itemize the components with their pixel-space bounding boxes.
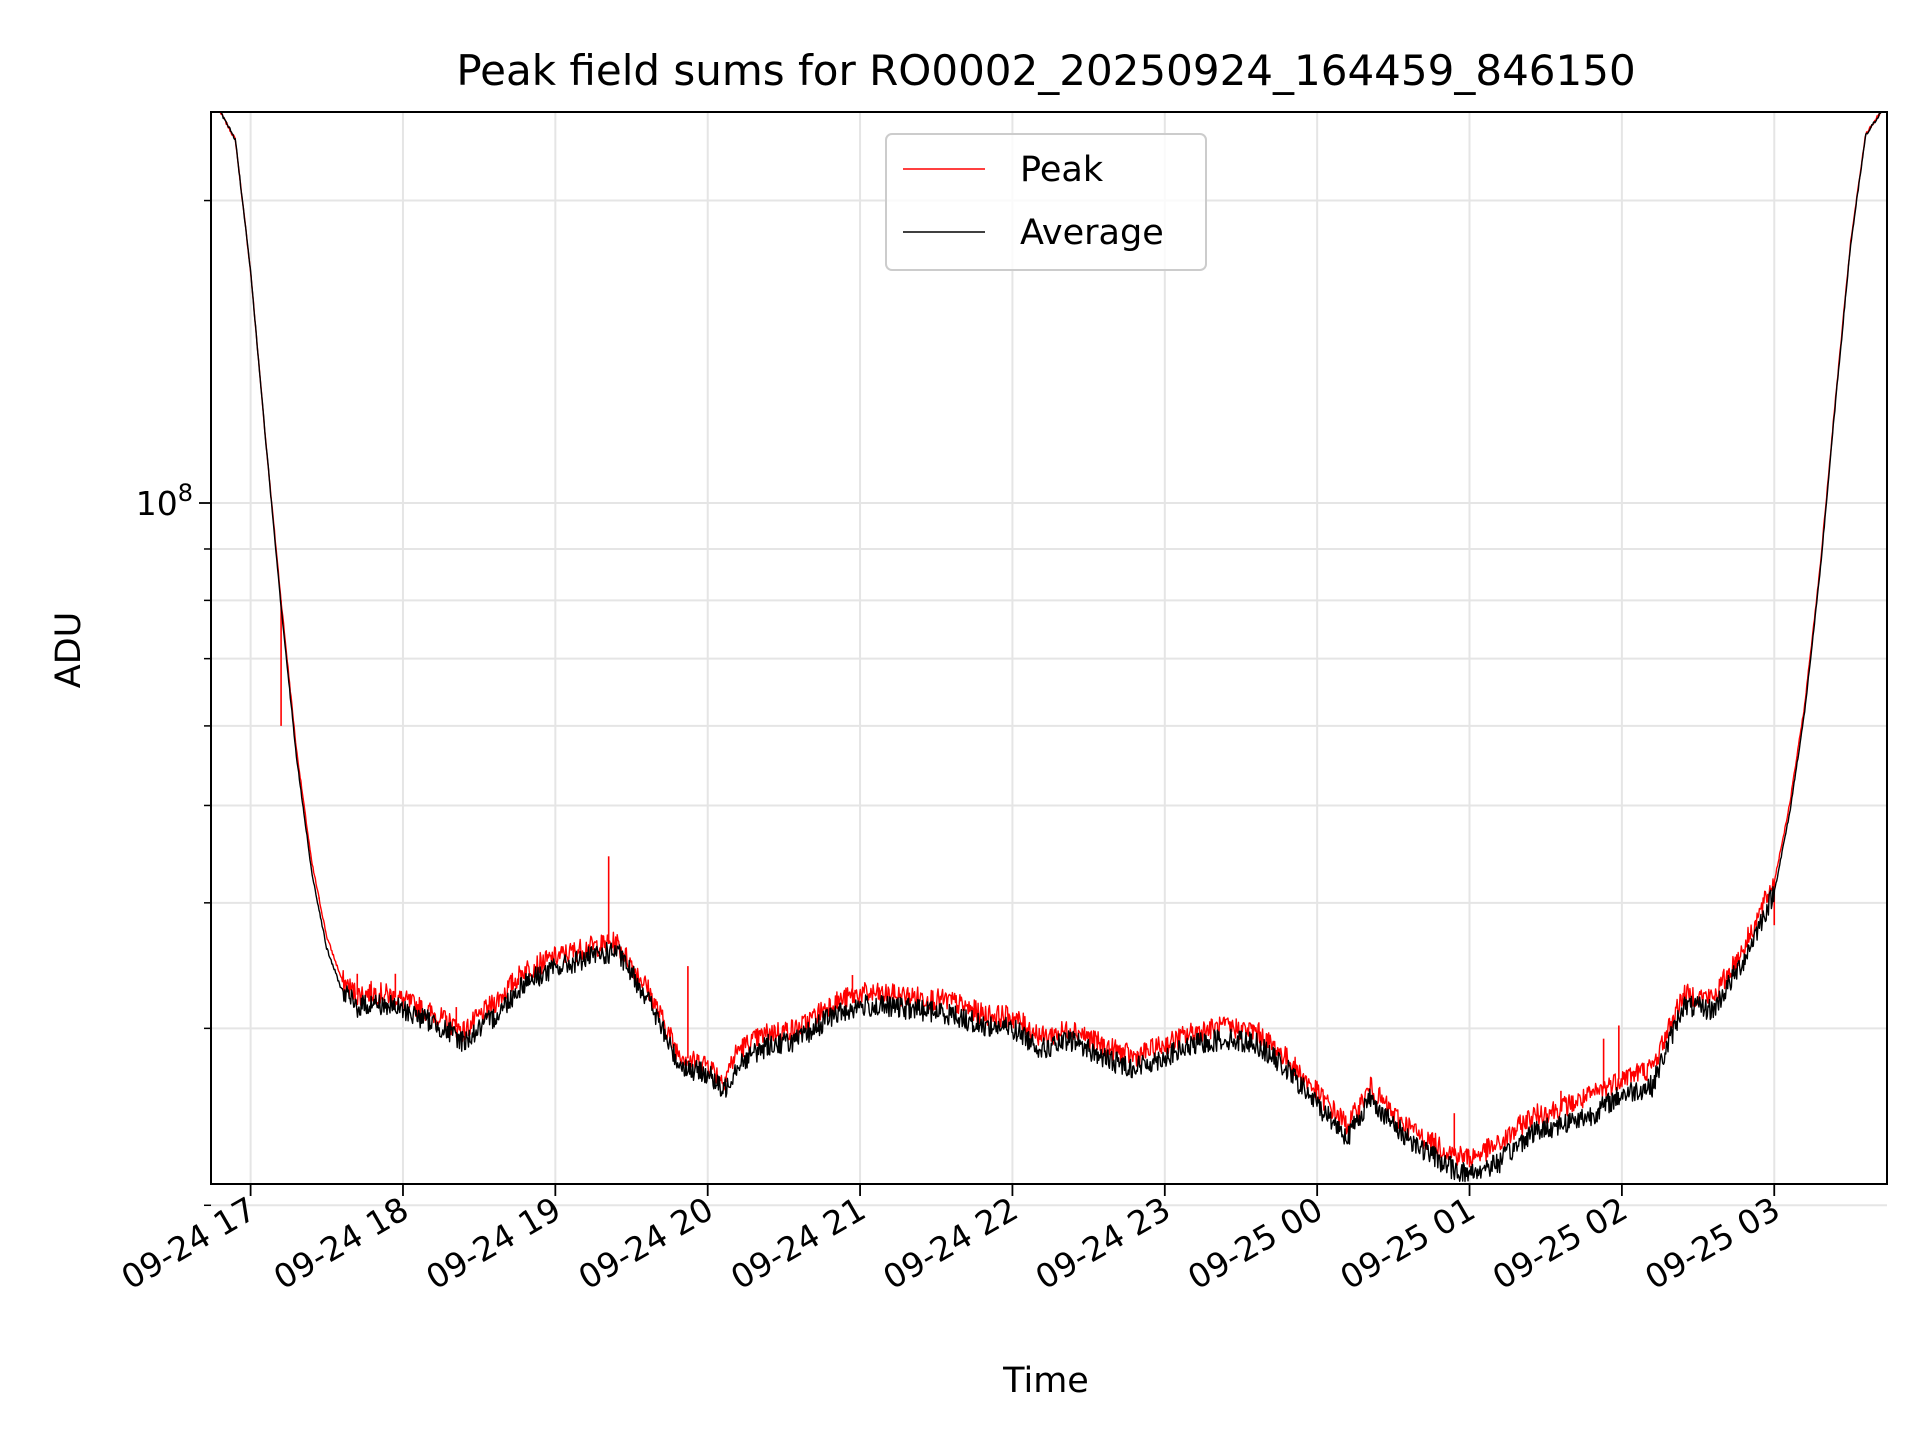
- plot-frame: [210, 111, 1888, 1185]
- y-axis-label: ADU: [49, 612, 89, 689]
- x-axis-label: Time: [1002, 1361, 1089, 1401]
- legend: Peak Average: [885, 133, 1207, 271]
- legend-box: [885, 133, 1207, 271]
- series-average-line: [219, 112, 1882, 1183]
- series-layer: [219, 112, 1882, 1183]
- legend-label-average: Average: [1020, 213, 1164, 253]
- legend-label-peak: Peak: [1020, 150, 1104, 190]
- grid: [211, 112, 1887, 1207]
- chart-title: Peak field sums for RO0002_20250924_1644…: [456, 46, 1635, 95]
